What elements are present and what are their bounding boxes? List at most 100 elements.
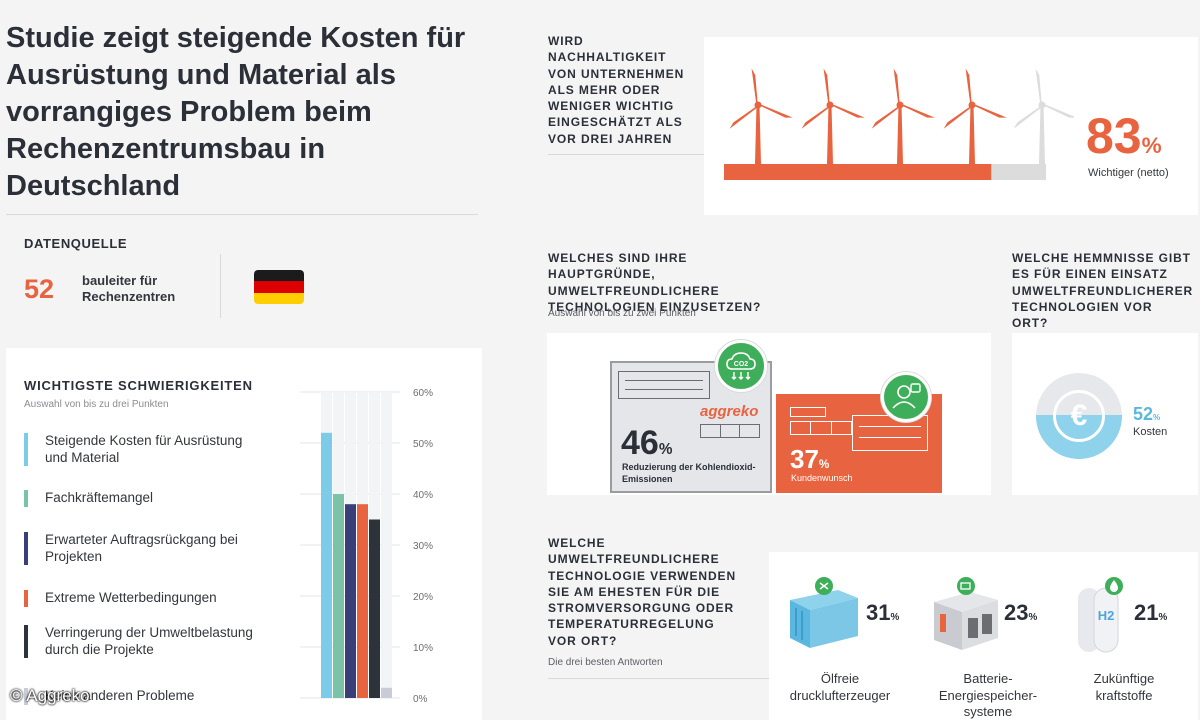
wind-panel xyxy=(704,37,1198,215)
tech-compressor-label: Ölfreie drucklufterzeuger xyxy=(789,671,891,703)
euro-coin-icon: € xyxy=(1036,373,1122,459)
wind-question-divider xyxy=(548,154,704,155)
wind-question: WIRD NACHHALTIGKEIT VON UNTERNEHMEN ALS … xyxy=(548,34,685,146)
reason-co2-percent-sign: % xyxy=(658,441,673,458)
customer-user-icon xyxy=(881,372,931,422)
bar xyxy=(381,687,392,698)
tech-compressor-percent-sign: % xyxy=(890,612,900,623)
germany-flag-icon xyxy=(254,270,304,304)
tech-compressor-percent-value: 31 xyxy=(866,600,891,625)
card-lines-decoration xyxy=(618,371,710,399)
wind-caption: Wichtiger (netto) xyxy=(1088,167,1169,179)
y-tick-label: 50% xyxy=(413,439,433,450)
wind-percent: 83% xyxy=(1086,108,1162,174)
legend-label: Extreme Wetterbedingungen xyxy=(45,590,217,605)
technology-question-divider xyxy=(548,678,769,679)
legend-item-skills: Fachkräftemangel xyxy=(24,490,264,507)
legend-swatch xyxy=(24,590,28,607)
legend-label: Erwarteter Auftragsrückgang bei Projekte… xyxy=(45,532,238,564)
legend-swatch xyxy=(24,688,28,705)
progress-fill xyxy=(724,164,992,180)
difficulties-bar-chart: 0% 10% 20% 30% 40% 50% 60% xyxy=(300,388,433,705)
hydrogen-formula: H2 xyxy=(1098,608,1115,623)
aggreko-logo: aggreko xyxy=(700,403,759,420)
reason-co2-percent-value: 46 xyxy=(621,424,659,462)
wind-turbine-icon xyxy=(1013,68,1074,164)
y-tick-label: 0% xyxy=(413,694,428,705)
wind-turbine-icon xyxy=(943,68,1007,164)
y-tick-label: 10% xyxy=(413,643,433,654)
legend-swatch xyxy=(24,625,28,658)
reason-customer-percent-value: 37 xyxy=(790,444,819,474)
bar xyxy=(333,494,344,698)
reasons-question: WELCHES SIND IHRE HAUPTGRÜNDE, UMWELTFRE… xyxy=(548,251,762,314)
tech-hydrogen-percent: 21% xyxy=(1134,600,1167,631)
wind-turbine-icon xyxy=(729,68,793,164)
technology-subtitle: Die drei besten Antworten xyxy=(548,657,663,668)
wind-turbine-icon xyxy=(801,68,865,164)
card-tab-decoration xyxy=(790,407,826,417)
reason-customer-label: Kundenwunsch xyxy=(791,473,853,483)
tech-battery-percent-sign: % xyxy=(1028,612,1038,623)
y-tick-label: 40% xyxy=(413,490,433,501)
bar xyxy=(369,519,380,698)
bar xyxy=(345,504,356,698)
reason-co2-label: Reduzierung der Kohlendioxid-Emissionen xyxy=(622,462,756,484)
page-title: Studie zeigt steigende Kosten für Ausrüs… xyxy=(6,22,466,202)
euro-symbol-icon: € xyxy=(1053,390,1105,442)
co2-cloud-icon: CO2 xyxy=(715,340,767,392)
obstacle-percent: 52% xyxy=(1133,403,1160,429)
reasons-subtitle: Auswahl von bis zu zwei Punkten xyxy=(548,308,696,319)
title-divider xyxy=(6,214,478,215)
legend-swatch xyxy=(24,490,28,507)
obstacle-percent-sign: % xyxy=(1153,413,1161,422)
difficulties-subtitle: Auswahl von bis zu drei Punkten xyxy=(24,399,169,410)
data-source-description: bauleiter für Rechenzentren xyxy=(82,273,176,304)
legend-label: Keine anderen Probleme xyxy=(45,688,195,703)
data-source-label: DATENQUELLE xyxy=(24,236,128,251)
tech-battery-percent: 23% xyxy=(1004,600,1037,631)
obstacle-label: Kosten xyxy=(1133,426,1168,438)
flag-stripe-gold xyxy=(254,292,304,304)
copyright-notice: © Aggreko xyxy=(10,686,90,705)
wind-percent-sign: % xyxy=(1141,133,1162,158)
tech-battery-percent-value: 23 xyxy=(1004,600,1029,625)
y-tick-label: 20% xyxy=(413,592,433,603)
tech-battery-label: Batterie-Energiespeicher-systeme xyxy=(938,671,1038,719)
reason-customer-percent-sign: % xyxy=(818,458,830,471)
obstacles-question: WELCHE HEMMNISSE GIBT ES FÜR EINEN EINSA… xyxy=(1012,251,1194,331)
card-slots-decoration-2 xyxy=(790,421,852,435)
compressor-icon xyxy=(790,577,858,648)
tech-hydrogen-percent-sign: % xyxy=(1158,612,1168,623)
y-tick-label: 30% xyxy=(413,541,433,552)
battery-storage-icon xyxy=(934,577,998,650)
flag-stripe-red xyxy=(254,281,304,293)
reason-customer-percent: 37% xyxy=(790,444,829,480)
card-slots-decoration xyxy=(700,424,760,438)
legend-label: Fachkräftemangel xyxy=(45,490,154,505)
wind-turbine-icon xyxy=(871,68,935,164)
hydrogen-tank-icon: H2 xyxy=(1078,577,1123,653)
difficulties-panel xyxy=(6,348,482,720)
obstacle-percent-value: 52 xyxy=(1133,404,1154,424)
legend-label: Steigende Kosten für Ausrüstung und Mate… xyxy=(45,433,243,465)
legend-label: Verringerung der Umweltbelastung durch d… xyxy=(45,625,253,657)
co2-cloud-glyph: CO2 xyxy=(726,352,756,380)
tech-hydrogen-label: Zukünftige kraftstoffe xyxy=(1093,671,1155,703)
legend-swatch xyxy=(24,433,28,466)
legend-item-environment: Verringerung der Umweltbelastung durch d… xyxy=(24,625,264,658)
legend-item-costs: Steigende Kosten für Ausrüstung und Mate… xyxy=(24,433,264,466)
wind-percent-value: 83 xyxy=(1086,108,1142,164)
data-source-divider xyxy=(220,254,221,318)
flag-stripe-black xyxy=(254,270,304,282)
technology-question: WELCHE UMWELTFREUNDLICHERE TECHNOLOGIE V… xyxy=(548,536,737,648)
customer-user-glyph xyxy=(892,383,921,409)
bar-track xyxy=(381,392,392,698)
co2-cloud-text: CO2 xyxy=(734,361,749,368)
y-tick-label: 60% xyxy=(413,388,433,399)
legend-item-orders: Erwarteter Auftragsrückgang bei Projekte… xyxy=(24,532,264,565)
reason-co2-percent: 46% xyxy=(621,424,672,469)
tech-hydrogen-percent-value: 21 xyxy=(1134,600,1159,625)
legend-item-none: Keine anderen Probleme xyxy=(24,688,264,705)
wind-turbines-graphic xyxy=(724,68,1074,180)
